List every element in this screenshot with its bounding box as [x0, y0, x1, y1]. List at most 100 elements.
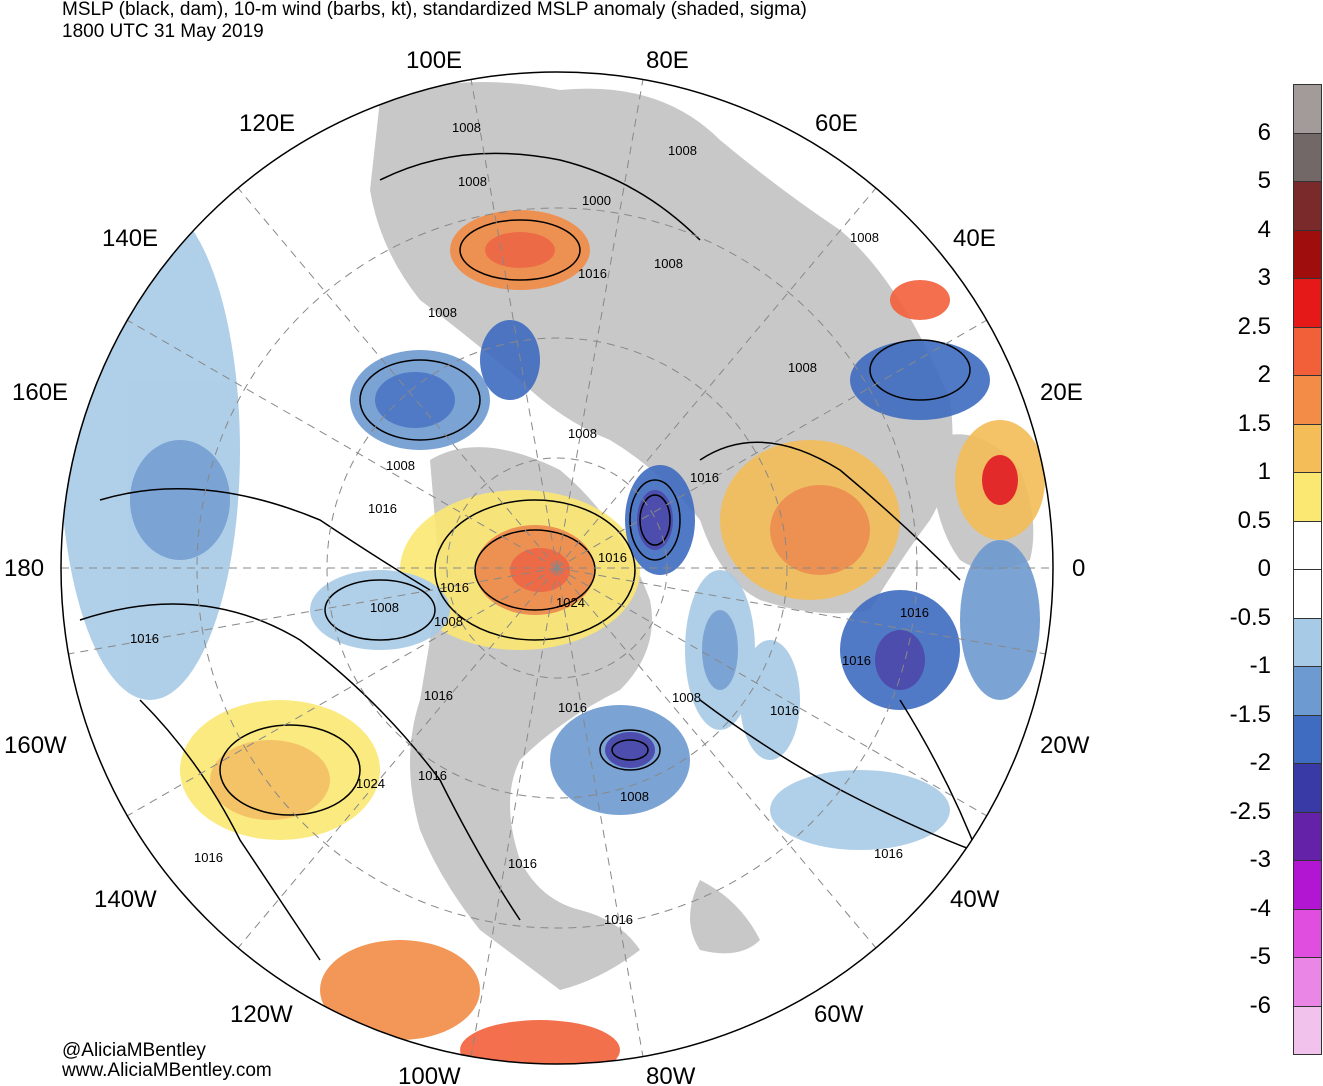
isobar-label: 1008: [672, 690, 701, 705]
isobar-label: 1008: [620, 789, 649, 804]
colorbar-swatch: [1293, 763, 1322, 813]
lon-label-120w: 120W: [230, 1001, 293, 1028]
colorbar-swatch: [1293, 957, 1322, 1007]
colorbar-label: -0.5: [1229, 603, 1271, 631]
isobar-label: 1008: [850, 230, 879, 245]
lon-label-40e: 40E: [953, 225, 996, 252]
isobar-label: 1016: [690, 470, 719, 485]
isobar-label: 1008: [568, 426, 597, 441]
lon-label-20e: 20E: [1040, 379, 1083, 406]
isobar-label: 1016: [598, 550, 627, 565]
isobar-label: 1024: [556, 595, 585, 610]
isobars: [79, 152, 1001, 961]
colorbar-swatch: [1293, 617, 1322, 667]
credit-handle: @AliciaMBentley: [62, 1040, 206, 1061]
lon-label-40w: 40W: [950, 886, 1000, 913]
colorbar-swatch: [1293, 472, 1322, 522]
isobar-label: 1008: [434, 614, 463, 629]
colorbar-swatch: [1293, 132, 1322, 182]
lon-label-160e: 160E: [12, 379, 68, 406]
isobar-label: 1008: [428, 305, 457, 320]
colorbar-label: 1: [1257, 458, 1271, 485]
colorbar-label: 2: [1257, 361, 1271, 388]
isobar-label: 1016: [194, 850, 223, 865]
colorbar-label: -4: [1249, 894, 1271, 922]
lon-label-120e: 120E: [239, 110, 295, 137]
colorbar-label: 0: [1257, 555, 1271, 582]
isobar-label: 1008: [370, 600, 399, 615]
colorbar-swatch: [1293, 326, 1322, 376]
colorbar-swatch: [1293, 229, 1322, 279]
colorbar-label: -5: [1249, 943, 1271, 970]
colorbar-swatch: [1293, 666, 1322, 716]
isobar-label: 1016: [842, 653, 871, 668]
colorbar-swatch: [1293, 375, 1322, 425]
isobar-label: 1008: [386, 458, 415, 473]
lon-label-60w: 60W: [814, 1001, 864, 1028]
colorbar-swatch: [1293, 714, 1322, 764]
isobar-label: 1016: [558, 700, 587, 715]
isobar-label: 1008: [668, 143, 697, 158]
isobar-label: 1016: [424, 688, 453, 703]
colorbar-swatch: [1293, 1005, 1322, 1055]
longitude-labels: 100E 80E 120E 60E 140E 40E 160E 20E 180 …: [4, 47, 1090, 1086]
lon-label-0: 0: [1072, 555, 1085, 582]
isobar-label: 1016: [508, 856, 537, 871]
map-valid-time: 1800 UTC 31 May 2019: [62, 21, 264, 42]
map-disk: 1008 1008 1008 1000 1016 1008 1008 1008 …: [61, 72, 1053, 1064]
isobar-label: 1008: [788, 360, 817, 375]
colorbar-swatch: [1293, 84, 1322, 134]
lon-label-140e: 140E: [102, 225, 158, 252]
colorbar-label: 6: [1257, 118, 1271, 146]
colorbar-label: -2: [1249, 749, 1271, 776]
isobar-label: 1024: [356, 776, 385, 791]
isobar-label: 1016: [130, 631, 159, 646]
map-boundary: [60, 71, 1054, 1065]
colorbar-swatch: [1293, 423, 1322, 473]
isobar-label: 1016: [368, 501, 397, 516]
isobar-label: 1016: [874, 846, 903, 861]
credit-website: www.AliciaMBentley.com: [62, 1060, 272, 1081]
map-title: MSLP (black, dam), 10-m wind (barbs, kt)…: [62, 0, 807, 20]
colorbar-label: 0.5: [1237, 506, 1271, 534]
colorbar-label: -1.5: [1229, 700, 1271, 728]
colorbar-label: -3: [1249, 846, 1271, 873]
colorbar-label: -2.5: [1229, 797, 1271, 825]
isobar-label: 1016: [900, 605, 929, 620]
colorbar-swatch: [1293, 278, 1322, 328]
colorbar-label: -6: [1249, 991, 1271, 1019]
colorbar-swatch: [1293, 520, 1322, 570]
isobar-labels: 1008 1008 1008 1000 1016 1008 1008 1008 …: [130, 120, 929, 927]
isobar-label: 1008: [458, 174, 487, 189]
colorbar-swatch: [1293, 860, 1322, 910]
lon-label-100e: 100E: [406, 47, 462, 74]
colorbar-swatch: [1293, 811, 1322, 861]
lon-label-80w: 80W: [646, 1063, 696, 1086]
colorbar-swatch: [1293, 908, 1322, 958]
colorbar-label: 5: [1257, 167, 1271, 194]
graticule: [61, 78, 1053, 1058]
lon-label-160w: 160W: [4, 732, 67, 759]
isobar-label: 1016: [578, 266, 607, 281]
colorbar-label: 2.5: [1237, 312, 1271, 340]
anomaly-shading: [61, 200, 1045, 1064]
colorbar-label: 3: [1257, 264, 1271, 291]
isobar-label: 1000: [582, 193, 611, 208]
lon-label-80e: 80E: [646, 47, 689, 74]
isobar-label: 1016: [770, 703, 799, 718]
isobar-label: 1016: [418, 768, 447, 783]
colorbar-swatch: [1293, 569, 1322, 619]
isobar-label: 1008: [654, 256, 683, 271]
isobar-label: 1008: [452, 120, 481, 135]
colorbar-swatch: [1293, 181, 1322, 231]
lon-label-20w: 20W: [1040, 732, 1090, 759]
colorbar-label: 4: [1257, 215, 1271, 243]
lon-label-140w: 140W: [94, 886, 157, 913]
lon-label-60e: 60E: [815, 110, 858, 137]
isobar-label: 1016: [440, 580, 469, 595]
lon-label-180: 180: [4, 555, 44, 582]
isobar-label: 1016: [604, 912, 633, 927]
colorbar-label: 1.5: [1237, 409, 1271, 437]
lon-label-100w: 100W: [398, 1063, 461, 1086]
